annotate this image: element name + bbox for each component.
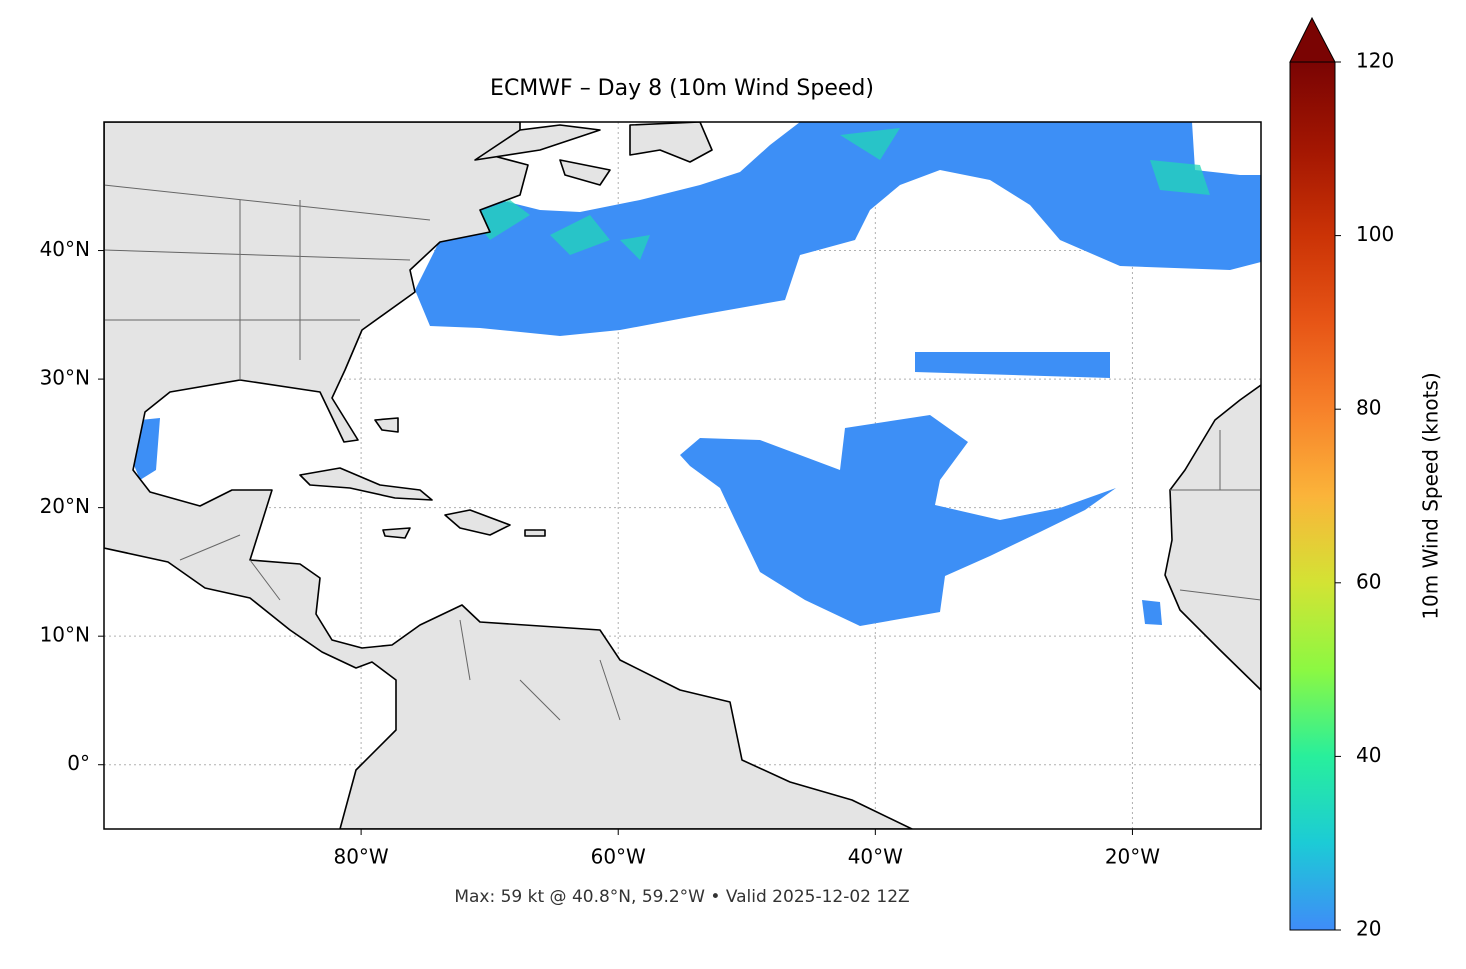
- colorbar-tick-label: 20: [1356, 917, 1381, 941]
- colorbar-label: 10m Wind Speed (knots): [1419, 372, 1443, 619]
- y-tick-label: 20°N: [40, 494, 90, 518]
- colorbar-tick-label: 100: [1356, 222, 1394, 246]
- wind-swath: [680, 415, 1116, 626]
- y-tick-label: 0°: [67, 751, 90, 775]
- y-tick-label: 10°N: [40, 623, 90, 647]
- wind-swath: [415, 122, 1261, 336]
- borders: [104, 184, 1261, 721]
- chart-title: ECMWF – Day 8 (10m Wind Speed): [490, 76, 874, 101]
- colorbar-tick-label: 80: [1356, 396, 1381, 420]
- map: [104, 122, 1261, 829]
- colorbar-tick-label: 40: [1356, 743, 1381, 767]
- y-tick-label: 40°N: [40, 237, 90, 261]
- footnote: Max: 59 kt @ 40.8°N, 59.2°W • Valid 2025…: [454, 887, 909, 907]
- x-tick-label: 80°W: [333, 845, 388, 869]
- land: [104, 122, 913, 829]
- land: [1164, 384, 1261, 691]
- colorbar-tick-label: 120: [1356, 49, 1394, 73]
- island: [299, 417, 546, 539]
- colorbar-extend: [1289, 16, 1336, 63]
- colorbar: [1289, 61, 1336, 931]
- x-tick-label: 20°W: [1105, 845, 1160, 869]
- y-tick-label: 30°N: [40, 366, 90, 390]
- land: [474, 122, 713, 186]
- x-tick-label: 40°W: [848, 845, 903, 869]
- colorbar-tick-label: 60: [1356, 569, 1381, 593]
- x-tick-label: 60°W: [591, 845, 646, 869]
- map-frame: [103, 121, 1262, 830]
